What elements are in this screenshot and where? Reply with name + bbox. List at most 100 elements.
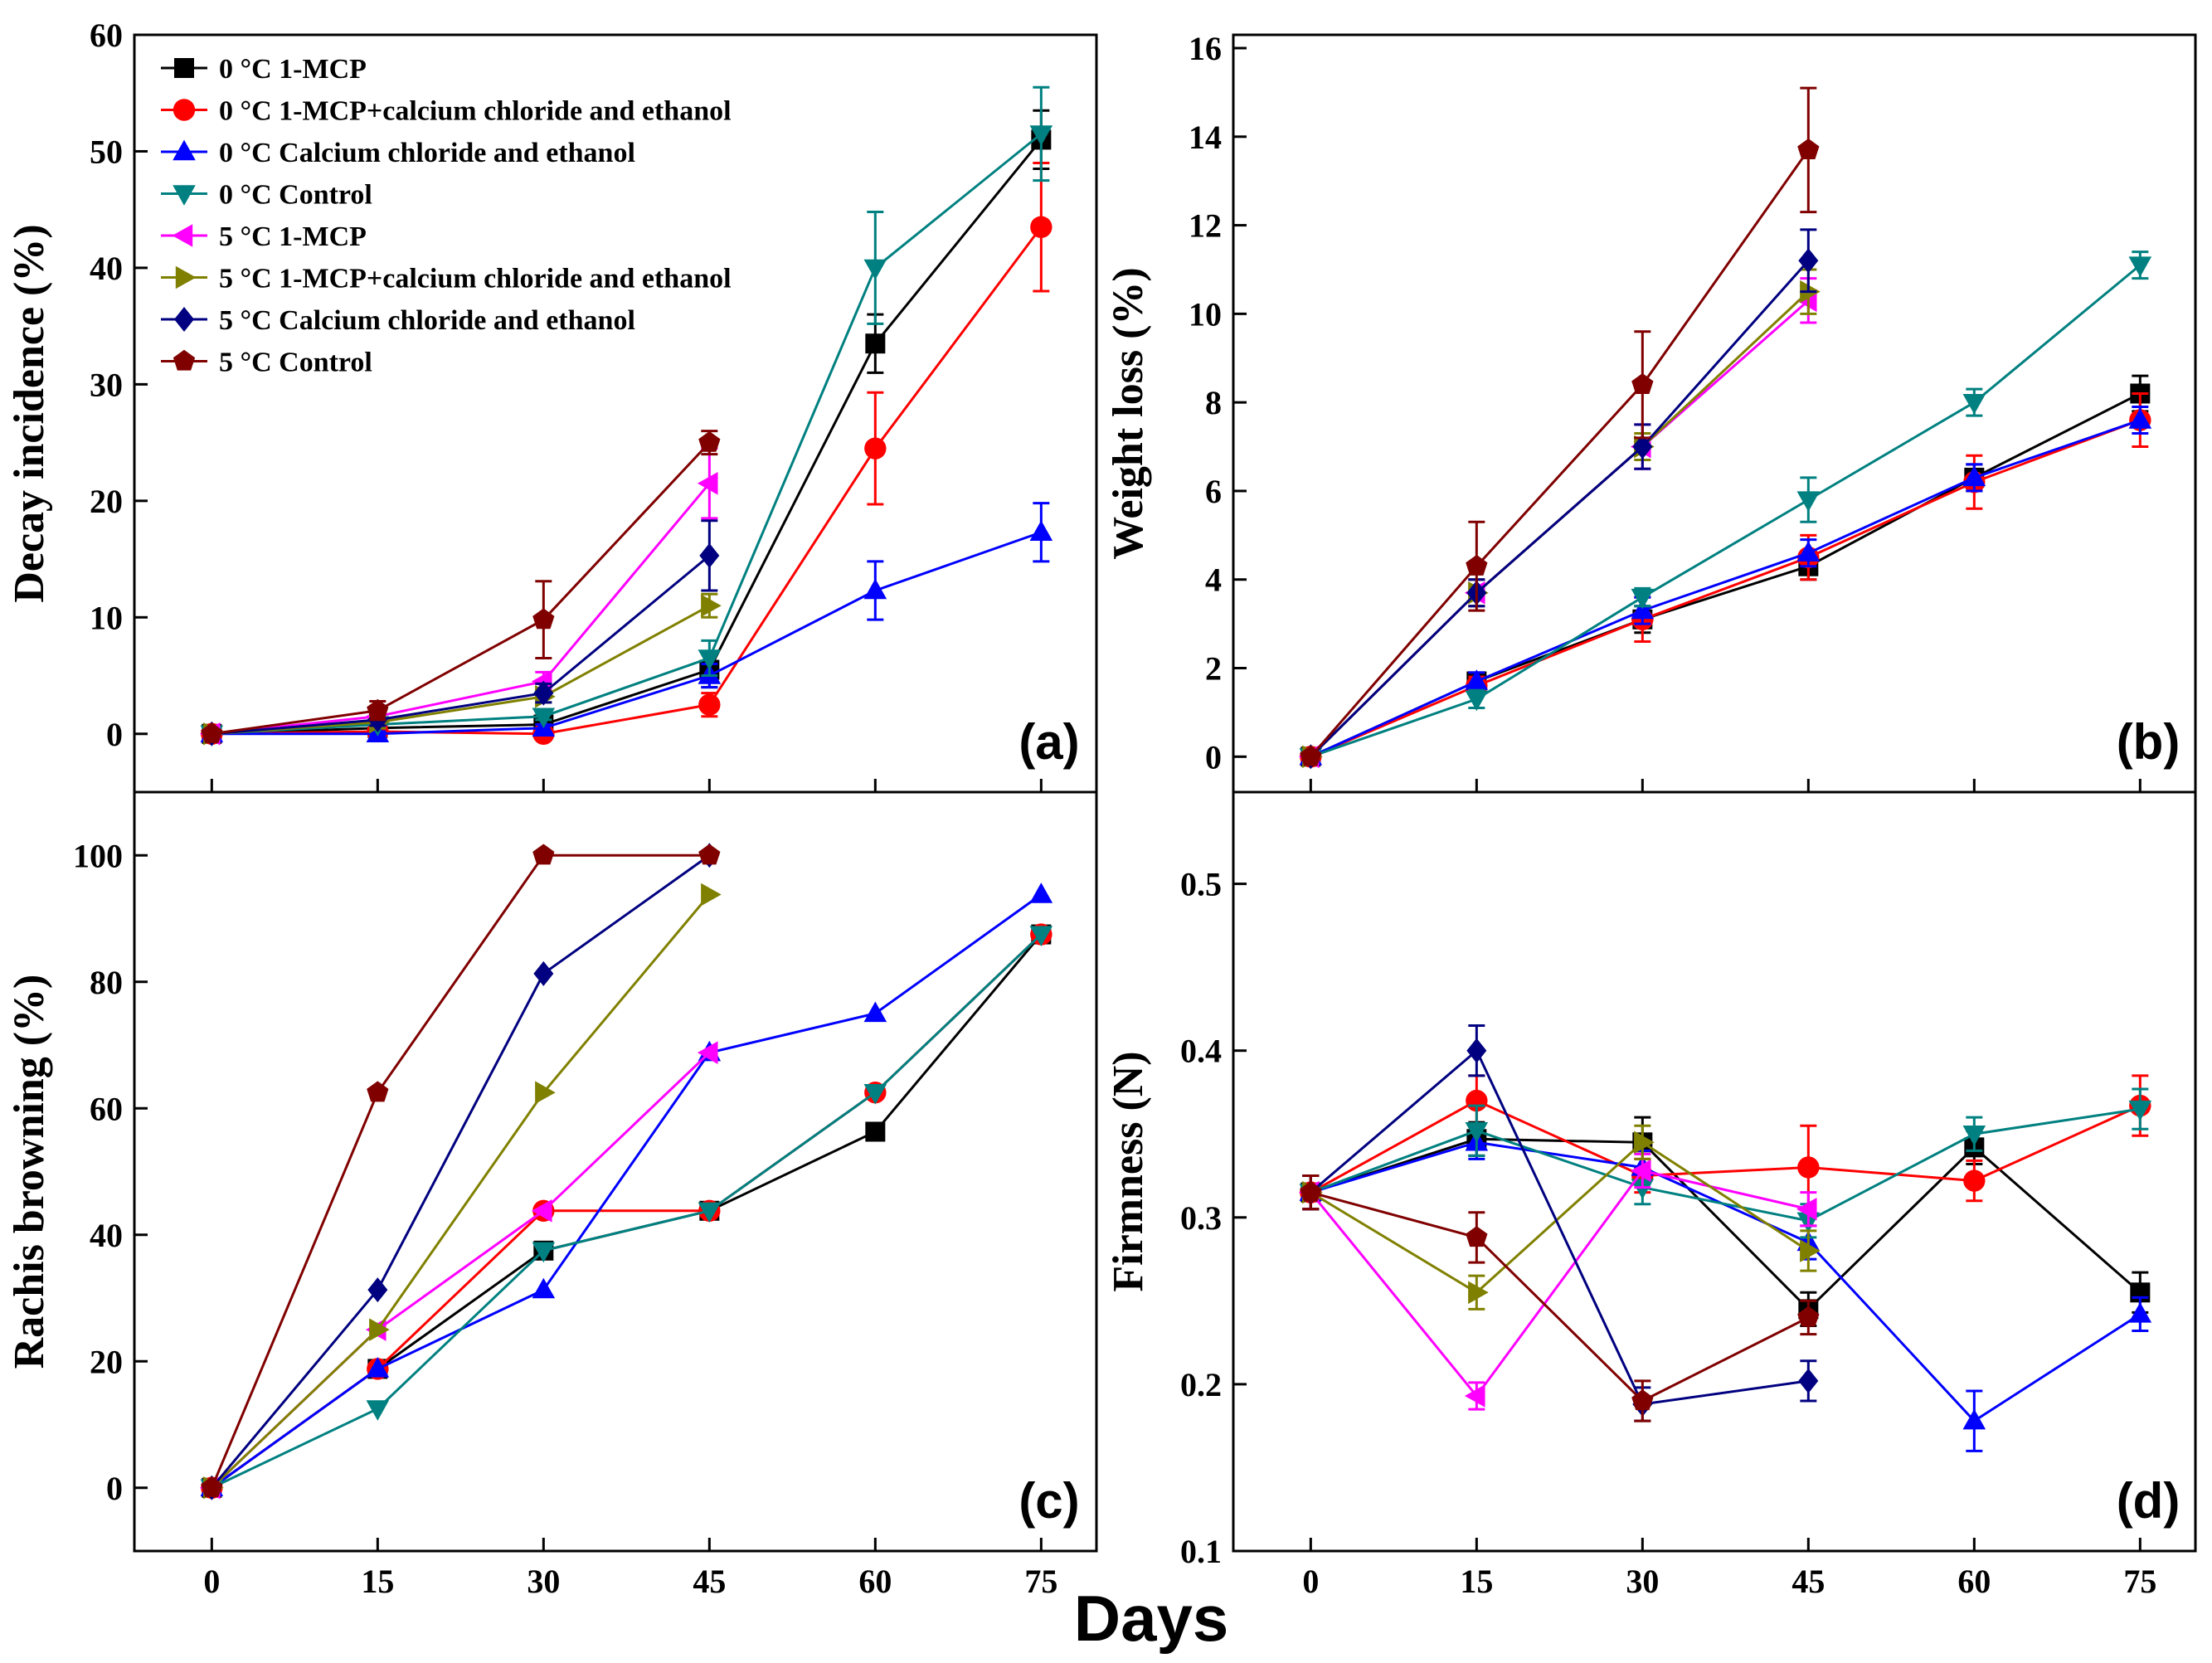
data-point <box>863 259 887 280</box>
panel-d: 0.1 0.2 0.3 0.4 0.5 0 15 30 45 60 75 Firmness (N) (d… <box>1105 790 2197 1600</box>
y-tick-label: 0.3 <box>1180 1199 1222 1237</box>
y-axis-label: Firmness (N) <box>1105 1051 1152 1291</box>
legend: 0 °C 1-MCP 0 °C 1-MCP+calcium chloride an… <box>161 54 732 378</box>
data-point <box>1800 1239 1821 1262</box>
series-5-c-calcium-chloride-and-ethanol <box>1300 228 1819 770</box>
legend-entry-0-c-calcium-chloride-and-ethanol: 0 °C Calcium chloride and ethanol <box>219 138 635 168</box>
series-line <box>211 604 711 736</box>
y-tick-label: 16 <box>1189 30 1222 67</box>
data-point <box>698 649 722 670</box>
y-tick-label: 60 <box>90 1090 123 1127</box>
series-line <box>211 531 1042 736</box>
series-line <box>211 482 711 736</box>
series-5-c-1-mcp <box>199 447 718 746</box>
y-tick-label: 0 <box>106 1470 123 1507</box>
series-5-c-control <box>1300 1174 1820 1422</box>
data-point <box>531 1199 552 1223</box>
data-point <box>535 1081 556 1104</box>
x-tick-label: 15 <box>1460 1563 1493 1600</box>
series-line <box>211 554 711 736</box>
series-line <box>1310 419 2141 758</box>
data-point <box>1634 1131 1655 1155</box>
y-tick-label: 14 <box>1189 119 1222 156</box>
y-tick-label: 6 <box>1205 473 1222 510</box>
panel-label: (d) <box>2117 1473 2180 1529</box>
data-point <box>1300 1180 1322 1202</box>
data-point <box>1631 1179 1655 1200</box>
data-point <box>1465 1122 1489 1143</box>
data-point <box>697 471 718 495</box>
series-line <box>211 933 1043 1490</box>
series-line <box>1310 1140 1810 1295</box>
data-point <box>1962 465 1986 487</box>
data-point <box>1631 1389 1654 1411</box>
data-point <box>1632 434 1653 460</box>
series-5-c-calcium-chloride-and-ethanol <box>202 519 720 746</box>
legend-entry-5-c-1-mcp: 5 °C 1-MCP <box>219 221 367 252</box>
series-line <box>211 133 1043 736</box>
data-point <box>1798 248 1819 274</box>
y-axis-label: Weight loss (%) <box>1105 267 1152 559</box>
data-point <box>367 1081 389 1102</box>
data-point <box>701 883 722 907</box>
data-point <box>1631 588 1655 610</box>
data-point <box>1029 520 1053 541</box>
data-point <box>532 844 555 865</box>
data-point <box>532 1277 556 1299</box>
legend-marker <box>175 265 197 289</box>
data-point <box>864 437 887 460</box>
series-5-c-control <box>201 430 721 743</box>
data-point <box>1962 1408 1986 1430</box>
data-point <box>1798 1368 1819 1393</box>
data-point <box>1962 1126 1986 1146</box>
data-point <box>863 578 887 600</box>
panel-b: 0 2 4 6 8 10 12 14 16 Weight loss (%) (b) <box>1105 30 2197 794</box>
plot-frame <box>1232 790 2197 1553</box>
data-point <box>2128 1100 2152 1121</box>
data-point <box>1631 372 1654 394</box>
data-point <box>366 1357 390 1378</box>
series-line <box>1310 1191 1810 1403</box>
plot-frame <box>133 790 1098 1553</box>
legend-marker <box>173 349 196 371</box>
series-0-c-control <box>1299 250 2152 769</box>
shared-x-axis-label: Days <box>1074 1582 1228 1655</box>
series-line <box>210 853 710 1489</box>
y-tick-label: 0.4 <box>1180 1033 1222 1070</box>
data-point <box>1029 883 1053 903</box>
data-point <box>1465 669 1489 690</box>
data-point <box>1030 216 1053 238</box>
y-tick-label: 0 <box>106 716 123 753</box>
data-point <box>533 680 554 706</box>
series-5-c-calcium-chloride-and-ethanol <box>202 843 720 1500</box>
y-axis-label: Decay incidence (%) <box>6 224 53 602</box>
series-5-c-1-mcp <box>1298 1152 1817 1411</box>
x-tick-label: 75 <box>2123 1563 2156 1600</box>
data-point <box>865 1121 886 1142</box>
series-5-c-control <box>1300 86 1820 766</box>
y-tick-label: 60 <box>90 17 123 54</box>
legend-marker <box>172 224 193 247</box>
data-point <box>201 1476 223 1497</box>
x-tick-label: 75 <box>1024 1563 1057 1600</box>
data-point <box>697 1041 718 1064</box>
legend-marker <box>173 99 196 121</box>
y-tick-label: 0.1 <box>1180 1533 1222 1570</box>
x-tick-label: 0 <box>203 1563 220 1600</box>
data-point <box>366 1400 390 1421</box>
data-point <box>1466 1038 1487 1063</box>
data-point <box>2128 256 2152 278</box>
data-point <box>532 608 555 630</box>
data-point <box>1796 1197 1817 1221</box>
series-0-c-control <box>1299 1087 2152 1239</box>
legend-marker <box>174 307 194 332</box>
data-point <box>1797 1306 1820 1327</box>
data-point <box>698 1202 722 1223</box>
series-line <box>211 226 1043 736</box>
data-point <box>698 844 721 865</box>
x-tick-label: 30 <box>527 1563 560 1600</box>
y-tick-label: 4 <box>1205 562 1222 599</box>
legend-marker <box>174 58 194 78</box>
data-point <box>1468 1281 1489 1305</box>
